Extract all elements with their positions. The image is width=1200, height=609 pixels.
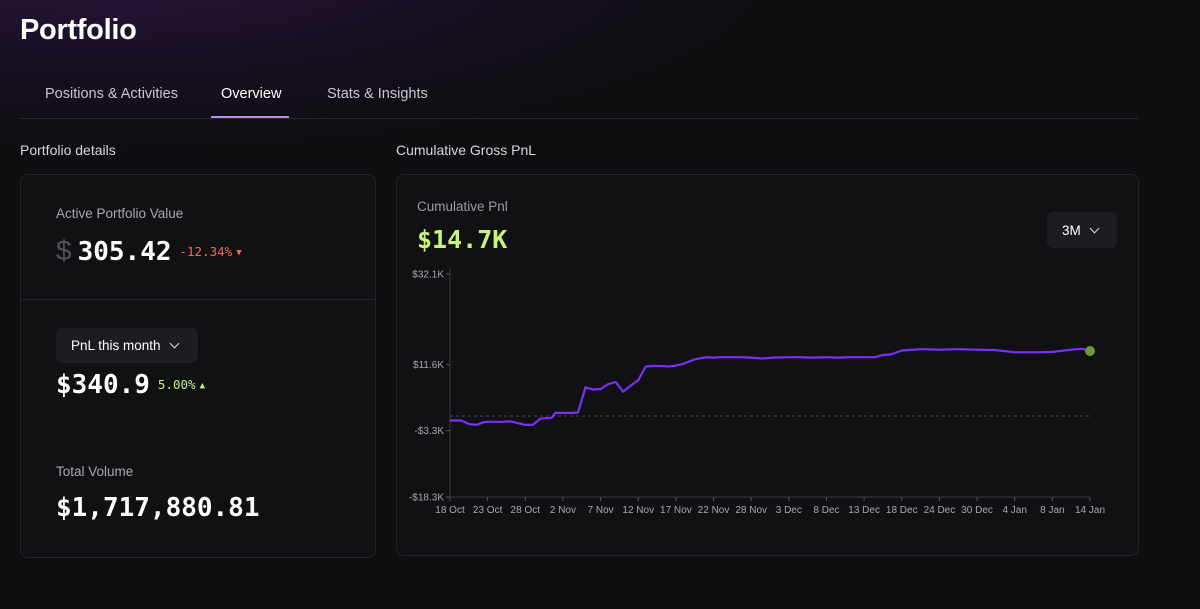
x-tick-label: 8 Dec — [813, 505, 839, 516]
series-endpoint-marker — [1085, 345, 1095, 356]
x-tick-label: 12 Nov — [622, 505, 654, 516]
cumulative-gross-pnl-label: Cumulative Gross PnL — [396, 142, 537, 158]
caret-up-icon: ▲ — [199, 381, 205, 391]
active-value-amount: 305.42 — [77, 237, 172, 267]
pnl-period-dropdown[interactable]: PnL this month — [56, 328, 198, 363]
x-tick-label: 23 Oct — [473, 505, 503, 516]
total-volume-label: Total Volume — [56, 464, 134, 479]
tab-bar: Positions & Activities Overview Stats & … — [20, 74, 1138, 119]
x-tick-label: 7 Nov — [588, 505, 614, 516]
pnl-month-amount: $340.9 — [56, 370, 150, 400]
chevron-down-icon — [169, 338, 180, 349]
active-value-change: -12.34% — [179, 244, 233, 259]
x-tick-label: 17 Nov — [660, 505, 692, 516]
x-tick-label: 18 Oct — [435, 505, 465, 516]
x-tick-label: 14 Jan — [1075, 505, 1105, 516]
tab-positions-activities[interactable]: Positions & Activities — [45, 86, 178, 102]
cumulative-pnl-value: $14.7K — [417, 225, 508, 254]
cumulative-pnl-card: Cumulative Pnl $14.7K 3M $32.1K $11.6K -$3… — [396, 174, 1139, 556]
active-tab-indicator — [211, 116, 289, 118]
caret-down-icon: ▼ — [236, 248, 242, 258]
pnl-series-line — [450, 347, 1091, 426]
y-tick-label: -$3.3K — [415, 426, 445, 437]
x-tick-label: 28 Nov — [735, 505, 767, 516]
x-tick-label: 13 Dec — [848, 505, 880, 516]
x-tick-label: 8 Jan — [1040, 505, 1064, 516]
total-volume-value: $1,717,880.81 — [56, 493, 260, 523]
pnl-month-change: 5.00% — [157, 377, 196, 392]
portfolio-details-card: Active Portfolio Value $305.42 -12.34% ▼ P… — [20, 174, 376, 558]
x-tick-label: 18 Dec — [886, 505, 918, 516]
card-divider — [21, 299, 375, 300]
chart-plot — [450, 345, 1095, 426]
x-tick-label: 30 Dec — [961, 505, 993, 516]
y-tick-label: -$18.3K — [409, 493, 444, 504]
x-tick-label: 2 Nov — [550, 505, 576, 516]
time-range-dropdown[interactable]: 3M — [1047, 212, 1117, 248]
x-tick-label: 22 Nov — [698, 505, 730, 516]
tab-overview[interactable]: Overview — [221, 86, 282, 102]
x-tick-label: 4 Jan — [1002, 505, 1026, 516]
active-portfolio-value-label: Active Portfolio Value — [56, 206, 184, 221]
time-range-label: 3M — [1062, 222, 1081, 238]
x-tick-label: 24 Dec — [924, 505, 956, 516]
pnl-month-value: $340.9 5.00% ▲ — [56, 370, 205, 400]
active-portfolio-value: $305.42 -12.34% ▼ — [56, 235, 242, 267]
cumulative-pnl-label: Cumulative Pnl — [417, 199, 508, 214]
currency-symbol: $ — [56, 235, 72, 266]
x-tick-label: 3 Dec — [776, 505, 802, 516]
y-tick-label: $11.6K — [413, 360, 444, 371]
x-tick-label: 28 Oct — [511, 505, 541, 516]
tab-stats-insights[interactable]: Stats & Insights — [327, 86, 428, 102]
pnl-period-dropdown-label: PnL this month — [71, 338, 161, 353]
portfolio-details-label: Portfolio details — [20, 142, 116, 158]
page-title: Portfolio — [20, 14, 137, 46]
y-tick-label: $32.1K — [412, 270, 444, 281]
